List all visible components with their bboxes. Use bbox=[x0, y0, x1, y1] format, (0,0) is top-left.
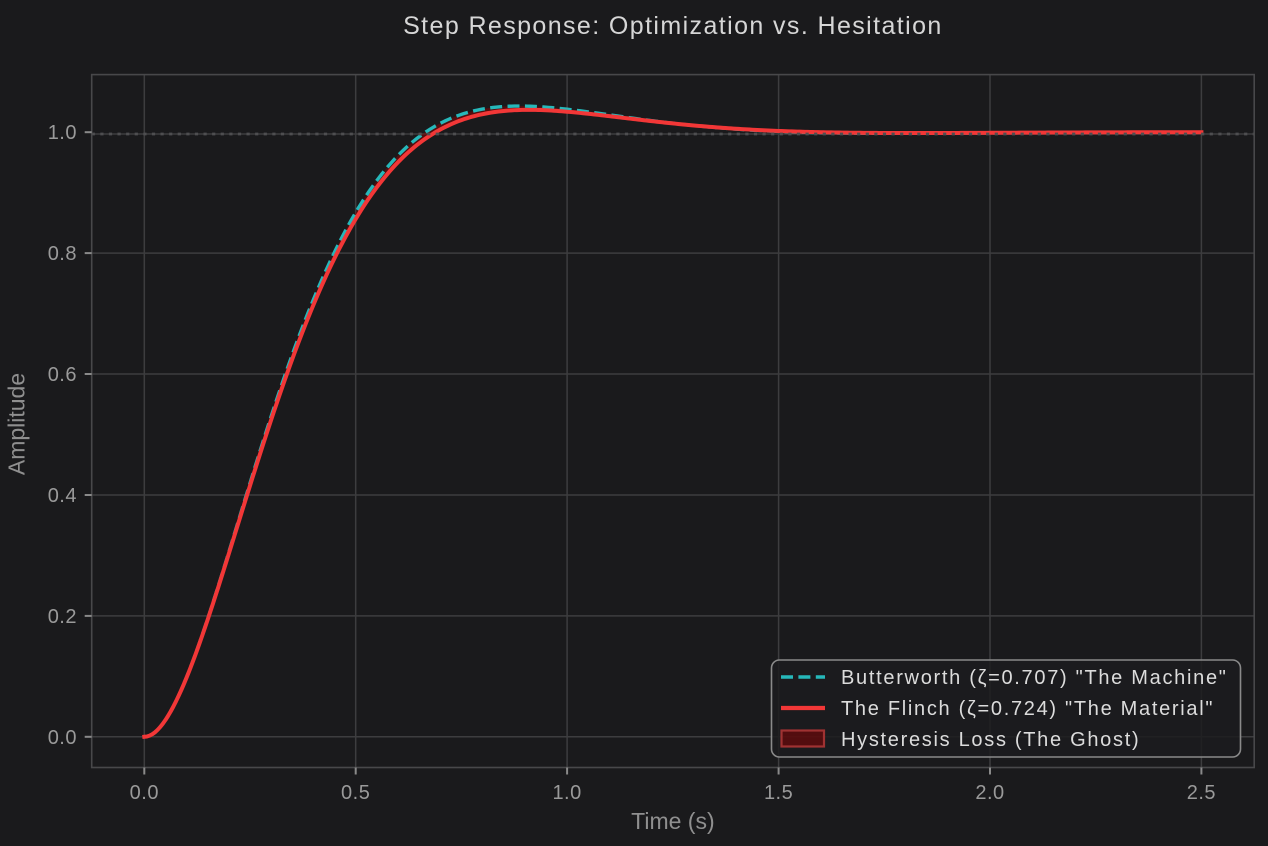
svg-text:1.0: 1.0 bbox=[48, 122, 77, 144]
svg-text:The Flinch (ζ=0.724) "The Mate: The Flinch (ζ=0.724) "The Material" bbox=[841, 698, 1214, 720]
svg-text:0.2: 0.2 bbox=[48, 606, 77, 628]
svg-text:0.4: 0.4 bbox=[48, 485, 77, 507]
svg-text:0.5: 0.5 bbox=[341, 782, 370, 804]
svg-text:Time (s): Time (s) bbox=[631, 808, 714, 834]
svg-text:Hysteresis Loss (The Ghost): Hysteresis Loss (The Ghost) bbox=[841, 729, 1140, 751]
svg-text:2.5: 2.5 bbox=[1187, 782, 1216, 804]
svg-text:0.0: 0.0 bbox=[48, 727, 77, 749]
svg-text:Amplitude: Amplitude bbox=[4, 373, 30, 475]
svg-text:Butterworth (ζ=0.707) "The Mac: Butterworth (ζ=0.707) "The Machine" bbox=[841, 667, 1228, 689]
svg-text:Step Response: Optimization vs: Step Response: Optimization vs. Hesitati… bbox=[403, 12, 943, 40]
svg-text:0.0: 0.0 bbox=[130, 782, 159, 804]
svg-text:0.6: 0.6 bbox=[48, 364, 77, 386]
svg-text:1.0: 1.0 bbox=[552, 782, 581, 804]
svg-text:0.8: 0.8 bbox=[48, 243, 77, 265]
svg-text:1.5: 1.5 bbox=[764, 782, 793, 804]
svg-text:2.0: 2.0 bbox=[975, 782, 1004, 804]
